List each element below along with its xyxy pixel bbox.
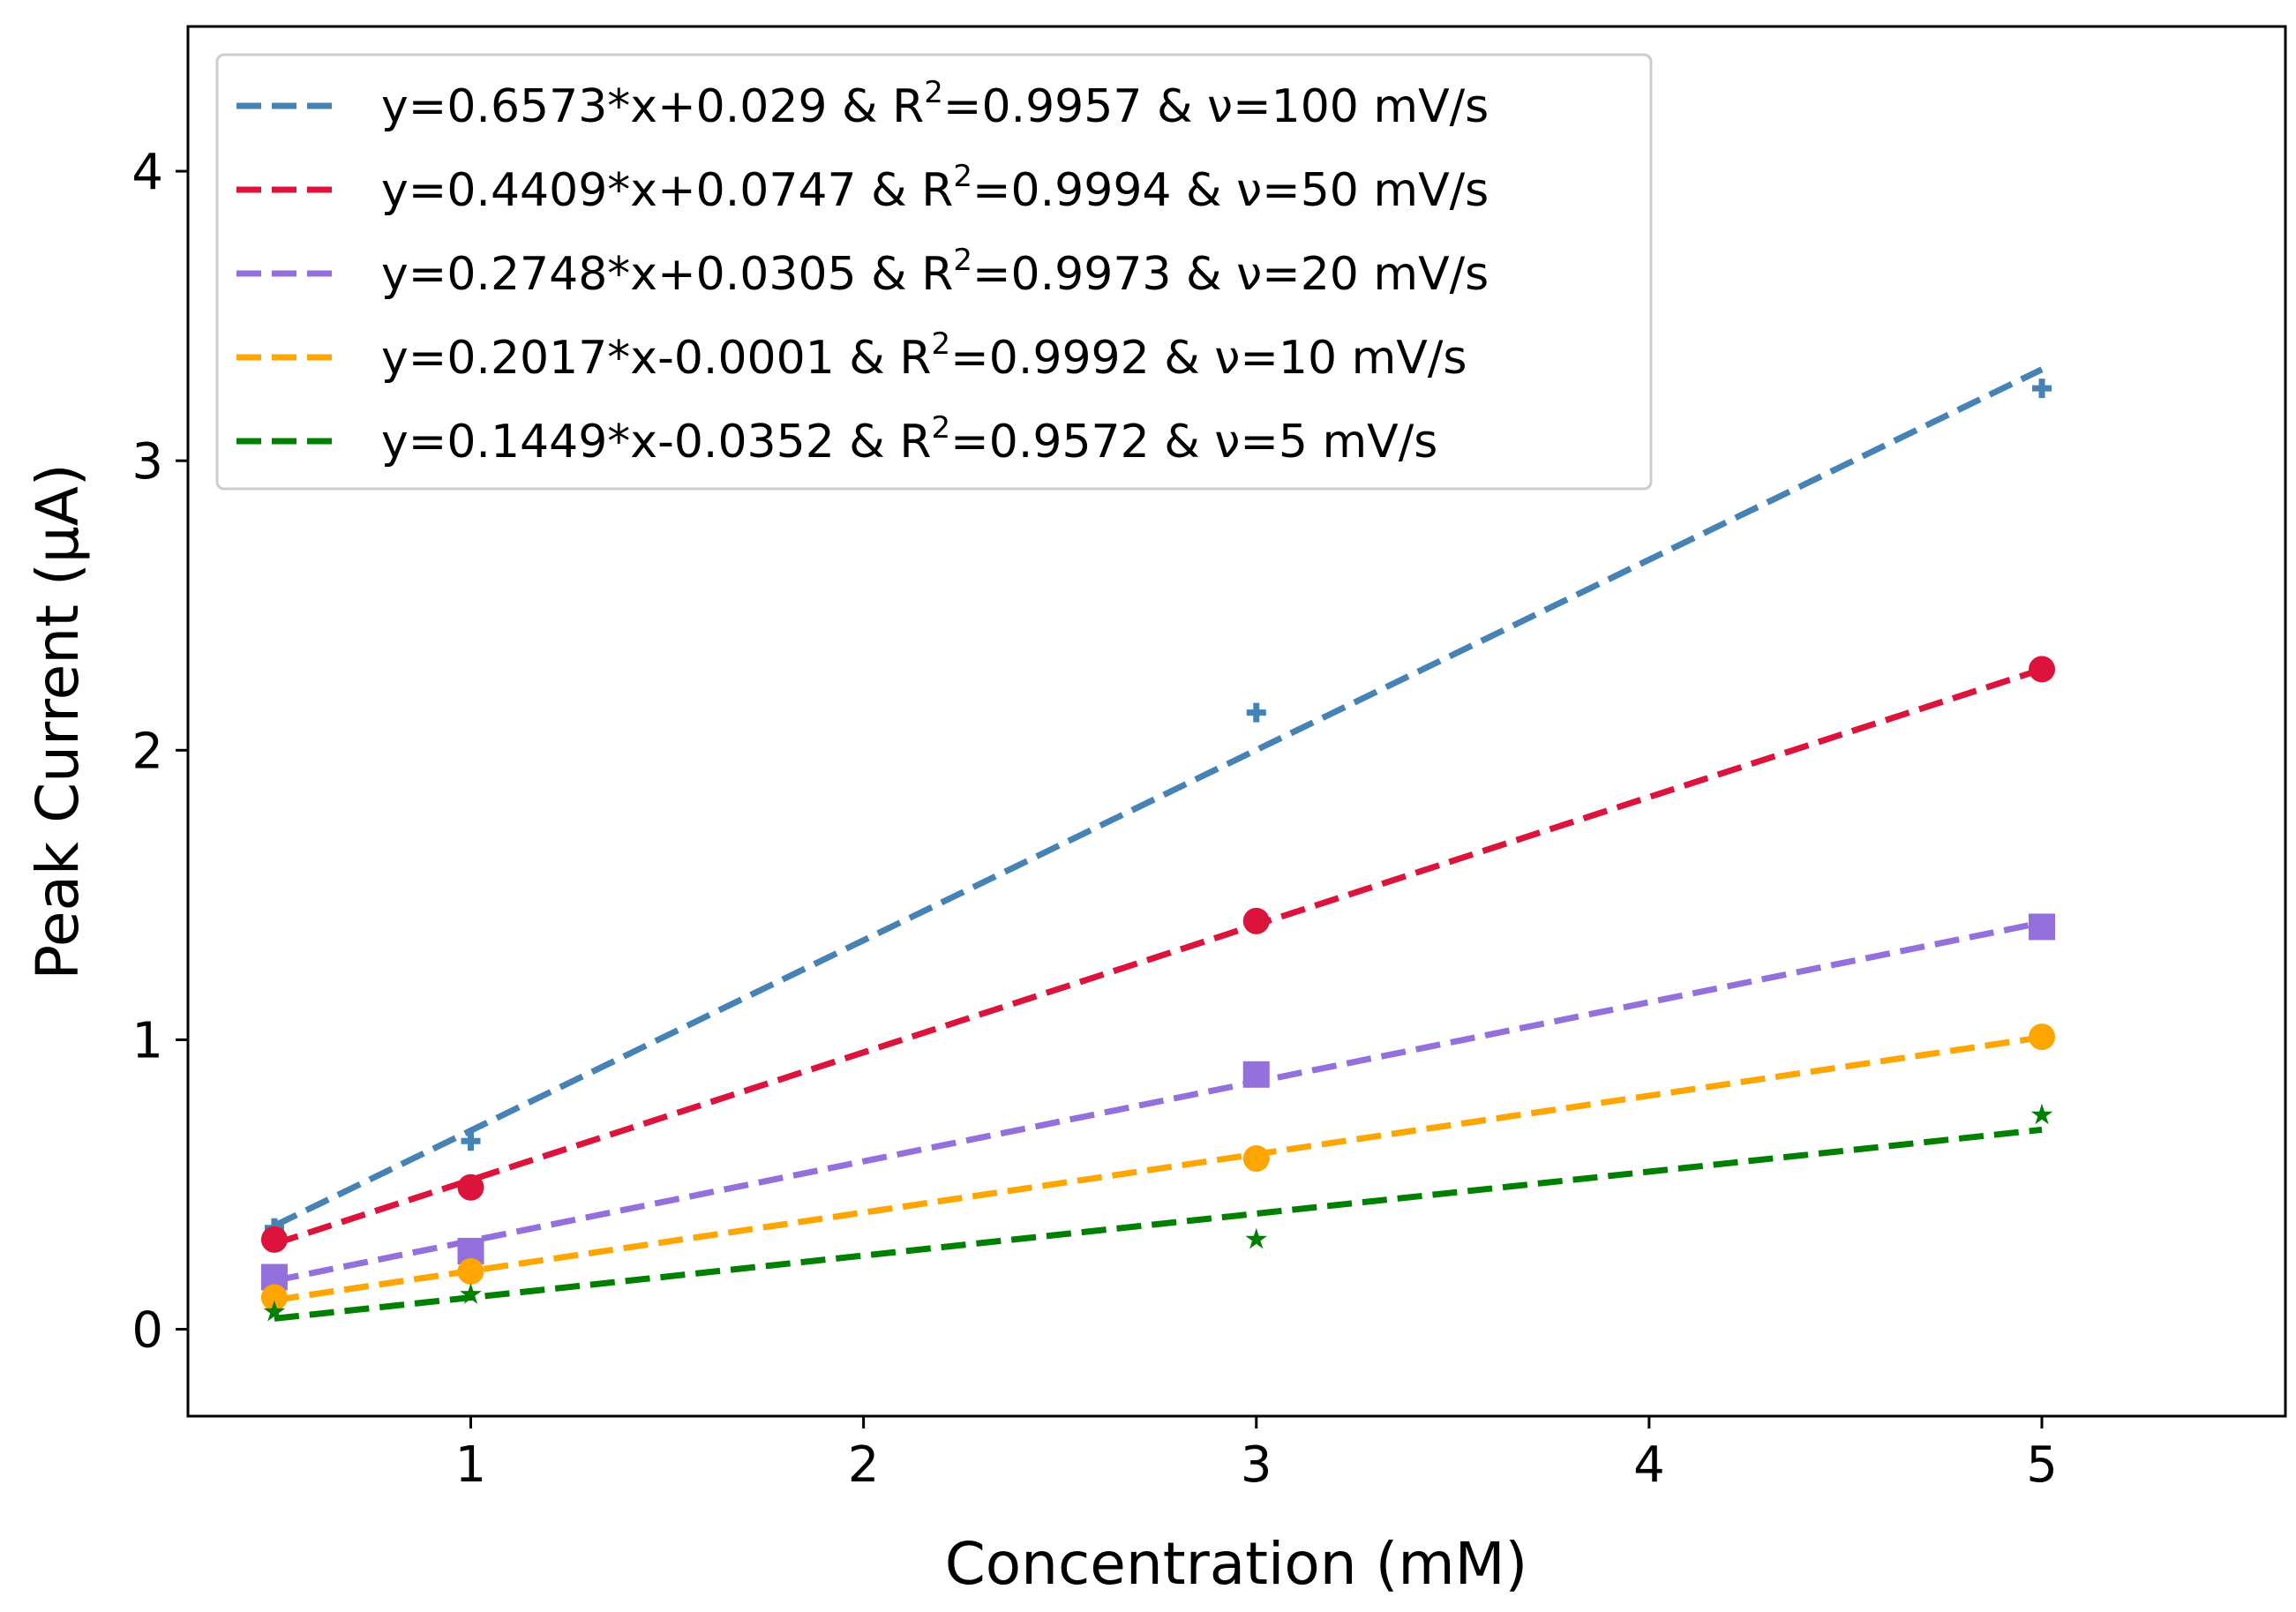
data-markers-layer [260,379,2056,1322]
y-tick-label: 0 [131,1302,163,1360]
data-point-series-1 [2032,379,2052,399]
fit-lines-layer [273,366,2044,1322]
data-point-series-4 [2029,1023,2056,1051]
fit-line-series-1 [273,366,2044,1229]
legend-label-series-3: y=0.2748*x+0.0305 & R2=0.9973 & ν=20 mV/… [381,243,1489,301]
y-tick-label: 4 [131,144,163,201]
legend: y=0.6573*x+0.029 & R2=0.9957 & ν=100 mV/… [215,53,1653,491]
legend-label-prefix: y=0.6573*x+0.029 & R [381,80,924,133]
legend-label-prefix: y=0.1449*x-0.0352 & R [381,416,932,469]
data-point-series-3 [1242,1061,1270,1088]
y-axis-label: Peak Current (μA) [24,463,92,979]
x-tick-label: 1 [455,1436,487,1494]
legend-label-superscript: 2 [924,75,943,110]
legend-label-suffix: =0.9973 & ν=20 mV/s [972,248,1489,301]
fit-line-series-3 [274,919,2043,1284]
x-tick-label: 5 [2026,1436,2058,1494]
legend-label-series-1: y=0.6573*x+0.029 & R2=0.9957 & ν=100 mV/… [381,75,1489,133]
fit-line-series-2 [273,666,2044,1248]
legend-label-suffix: =0.9957 & ν=100 mV/s [943,80,1489,133]
legend-label-series-2: y=0.4409*x+0.0747 & R2=0.9994 & ν=50 mV/… [381,159,1489,217]
legend-label-suffix: =0.9992 & ν=10 mV/s [950,332,1467,385]
legend-label-prefix: y=0.2748*x+0.0305 & R [381,248,953,301]
legend-label-prefix: y=0.2017*x-0.0001 & R [381,332,932,385]
legend-label-series-5: y=0.1449*x-0.0352 & R2=0.9572 & ν=5 mV/s [381,410,1437,469]
y-tick-label: 3 [131,433,163,491]
legend-label-suffix: =0.9572 & ν=5 mV/s [950,416,1437,469]
legend-label-series-4: y=0.2017*x-0.0001 & R2=0.9992 & ν=10 mV/… [381,326,1467,385]
data-point-series-5 [1245,1227,1268,1249]
legend-label-superscript: 2 [932,326,951,362]
y-tick-label: 1 [131,1012,163,1069]
x-axis-label: Concentration (mM) [945,1530,1528,1598]
data-point-series-4 [457,1257,484,1285]
legend-label-superscript: 2 [953,159,972,194]
data-point-series-2 [457,1173,484,1201]
legend-box [215,53,1653,491]
data-point-series-5 [460,1283,482,1304]
data-point-series-1 [461,1131,481,1151]
plot-area-frame [186,25,2287,1418]
y-axis-ticks: 0 1 2 3 4 [131,144,188,1360]
legend-label-prefix: y=0.4409*x+0.0747 & R [381,164,953,217]
x-axis-ticks: 1 2 3 4 5 [455,1416,2058,1494]
legend-label-suffix: =0.9994 & ν=50 mV/s [972,164,1489,217]
data-point-series-1 [1246,702,1266,723]
legend-entries: y=0.6573*x+0.029 & R2=0.9957 & ν=100 mV/… [236,75,1489,469]
data-point-series-2 [2029,656,2056,683]
x-tick-label: 4 [1633,1436,1665,1494]
data-point-series-4 [1242,1144,1270,1172]
x-tick-label: 3 [1241,1436,1272,1494]
x-tick-label: 2 [848,1436,880,1494]
legend-label-superscript: 2 [953,243,972,278]
data-point-series-3 [2029,913,2056,941]
legend-label-superscript: 2 [932,410,951,446]
data-point-series-5 [263,1300,286,1322]
data-point-series-2 [1242,907,1270,934]
fit-line-series-5 [274,1126,2043,1322]
data-point-series-5 [2030,1103,2053,1125]
data-point-series-2 [260,1226,288,1253]
fit-line-series-4 [274,1034,2043,1303]
y-tick-label: 2 [131,723,163,780]
data-point-series-4 [260,1284,288,1311]
